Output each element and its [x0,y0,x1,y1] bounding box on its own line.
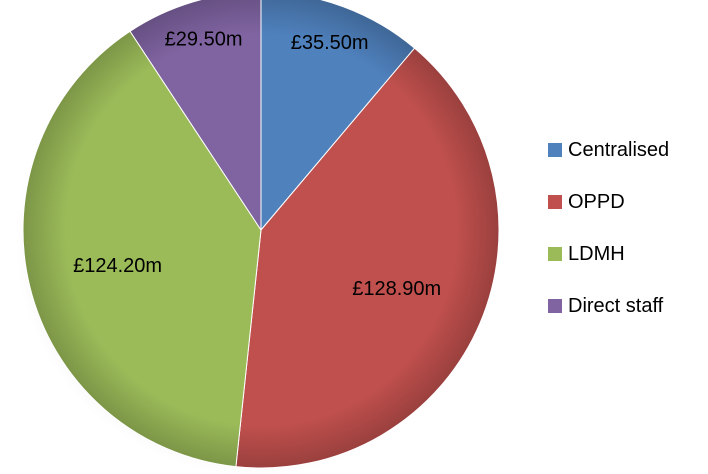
legend-item-direct-staff: Direct staff [548,294,669,317]
legend-item-oppd: OPPD [548,190,669,213]
legend-swatch-ldmh [548,247,562,261]
legend-label-centralised: Centralised [568,138,670,161]
pie-slice-direct-staff [129,0,262,232]
pie-data-labels: £35.50m £128.90m £124.20m £29.50m [73,29,441,300]
legend-swatch-centralised [548,143,562,157]
legend-swatch-oppd [548,195,562,209]
legend-swatch-direct-staff [548,299,562,313]
data-label-direct-staff: £29.50m [165,29,243,51]
legend-label-oppd: OPPD [568,190,625,213]
pie-slice-centralised [260,0,416,232]
legend-label-ldmh: LDMH [568,242,625,265]
pie-slices [22,0,500,469]
data-label-centralised: £35.50m [291,32,369,54]
data-label-oppd: £128.90m [352,278,441,300]
legend-item-centralised: Centralised [548,138,670,161]
legend-label-direct-staff: Direct staff [568,294,664,317]
pie-slice-oppd [235,47,500,469]
legend-item-ldmh: LDMH [548,242,669,265]
legend: Centralised OPPD LDMH Direct staff [548,138,670,348]
data-label-ldmh: £124.20m [73,255,162,277]
